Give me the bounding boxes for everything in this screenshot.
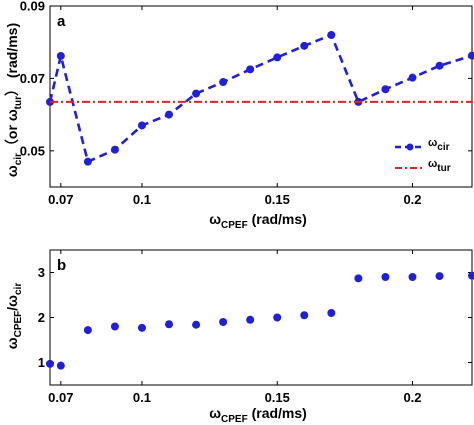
- panel-b-xtick-label: 0.15: [265, 390, 290, 405]
- panel-b-data-point: [83, 326, 92, 335]
- panel-b-data-point: [192, 320, 201, 329]
- panel-a-xtick-label: 0.07: [48, 192, 73, 207]
- panel-a-data-point: [165, 110, 174, 119]
- panel-b-data-point: [137, 323, 146, 332]
- panel-b-ylabel: ωCPEF/ωcir: [4, 283, 24, 350]
- panel-a-ytick-label: 0.09: [20, 0, 45, 14]
- panel-b-series: [46, 271, 474, 370]
- panel-b-ytick-label: 3: [38, 265, 45, 280]
- panel-b-label: b: [57, 257, 66, 274]
- panel-a-xtick-label: 0.1: [133, 192, 151, 207]
- panel-a-ytick-label: 0.05: [20, 143, 45, 158]
- panel-b-data-point: [300, 311, 309, 320]
- panel-a-data-point: [56, 51, 65, 60]
- panel-b-frame: [49, 249, 473, 386]
- panel-a-series: [46, 30, 474, 166]
- panel-a-ylabel: ωcir（or ωtur） (rad/ms): [4, 23, 24, 177]
- panel-b-ticks: 0.07 0.1 0.15 0.2 1 2 3: [38, 250, 472, 405]
- panel-a-data-point: [192, 89, 201, 98]
- panel-a-data-point: [246, 65, 255, 74]
- panel-b-ytick-label: 1: [38, 355, 45, 370]
- panel-b: 0.07 0.1 0.15 0.2 1 2 3 b ωCPEF (rad/ms) ωCPEF…: [4, 249, 474, 425]
- panel-b-ytick-label: 2: [38, 310, 45, 325]
- panel-a-data-point: [327, 30, 336, 39]
- panel-b-data-point: [246, 315, 255, 324]
- panel-a-data-point: [137, 121, 146, 130]
- panel-a-ticks: 0.07 0.1 0.15 0.2 0.05 0.07 0.09: [20, 0, 472, 207]
- panel-a: 0.07 0.1 0.15 0.2 0.05 0.07 0.09 a ωcir ωtur ω…: [4, 0, 474, 231]
- legend-cir-label: ωcir: [428, 137, 450, 153]
- panel-b-data-point: [56, 361, 65, 370]
- panel-a-series-0-line: [48, 33, 473, 163]
- legend-tur-label: ωtur: [428, 158, 451, 174]
- panel-b-data-point: [327, 309, 336, 317]
- panel-a-data-point: [408, 73, 417, 82]
- panel-a-data-point: [468, 51, 474, 60]
- panel-b-data-point: [408, 273, 417, 281]
- panel-b-data-point: [354, 274, 363, 283]
- panel-a-legend: ωcir ωtur: [395, 137, 451, 174]
- panel-b-data-point: [273, 313, 282, 322]
- panel-b-data-point: [219, 318, 228, 326]
- legend-cir-marker: [406, 143, 414, 151]
- panel-a-data-point: [273, 53, 282, 62]
- panel-b-data-point: [468, 271, 474, 280]
- panel-a-data-point: [110, 145, 119, 154]
- panel-b-data-point: [110, 322, 119, 331]
- panel-b-data-point: [165, 320, 174, 329]
- panel-b-xtick-label: 0.07: [48, 390, 73, 405]
- panel-a-data-point: [435, 61, 444, 70]
- panel-b-xlabel: ωCPEF (rad/ms): [209, 405, 307, 425]
- panel-a-ytick-label: 0.07: [20, 71, 45, 86]
- panel-a-label: a: [57, 13, 66, 30]
- panel-b-data-point: [46, 359, 54, 368]
- panel-a-frame: [49, 5, 473, 188]
- panel-a-data-point: [381, 85, 390, 94]
- panel-b-data-point: [381, 273, 390, 281]
- panel-a-xtick-label: 0.2: [403, 192, 421, 207]
- panel-b-data-point: [435, 272, 444, 281]
- panel-a-data-point: [300, 41, 309, 50]
- panel-a-data-point: [219, 78, 228, 87]
- panel-a-xtick-label: 0.15: [265, 192, 290, 207]
- panel-a-data-point: [83, 157, 92, 166]
- panel-a-xlabel: ωCPEF (rad/ms): [209, 211, 307, 231]
- panel-b-xtick-label: 0.2: [403, 390, 421, 405]
- panel-b-xtick-label: 0.1: [133, 390, 151, 405]
